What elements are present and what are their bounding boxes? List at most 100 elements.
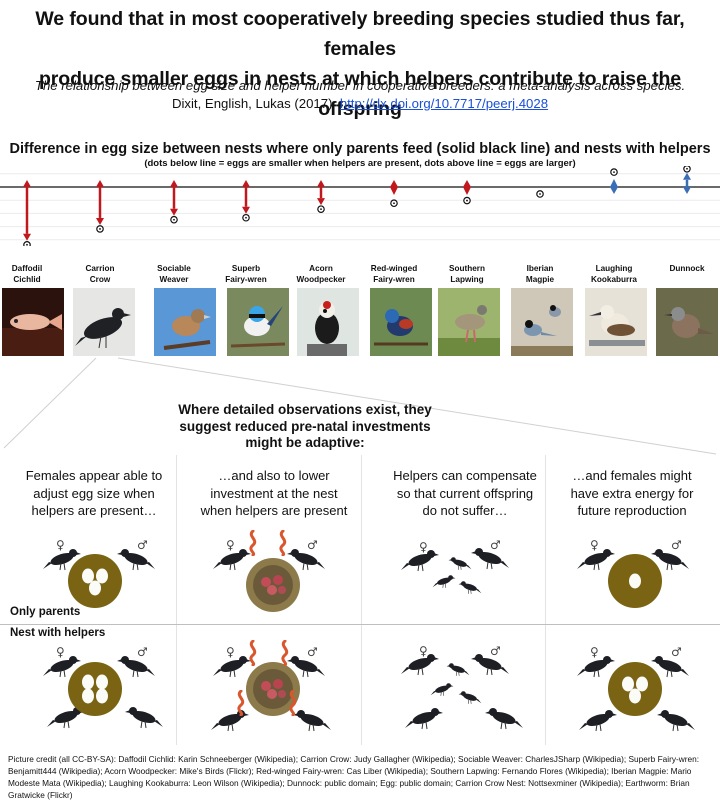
panel-3-line-1: Helpers can compensate	[393, 468, 537, 483]
panel-4-line-2: have extra energy for	[570, 485, 694, 501]
species-label: Acorn Woodpecker	[281, 263, 361, 285]
panel-divider	[361, 455, 362, 745]
species-label: Iberian Magpie	[500, 263, 580, 285]
panel-2-line-1: …and also to lower	[218, 468, 330, 483]
species-label: Sociable Weaver	[134, 263, 214, 285]
species-label: Red-winged Fairy-wren	[354, 263, 434, 285]
species-label-line-1: Daffodil	[11, 264, 43, 273]
species-label: Dunnock	[647, 263, 720, 274]
photo-laughing-kookaburra	[585, 288, 647, 356]
female-icon: ♀	[419, 540, 428, 554]
crow-icon	[446, 662, 470, 676]
crow-icon	[46, 705, 86, 729]
panel-2-line-3: when helpers are present	[200, 503, 348, 518]
male-icon: ♂	[671, 645, 682, 659]
female-icon: ♀	[226, 645, 235, 659]
female-icon: ♀	[226, 538, 235, 552]
citation-line: Dixit, English, Lukas (2017) http://dx.d…	[0, 96, 720, 111]
section-subtitle: (dots below line = eggs are smaller when…	[144, 158, 576, 169]
female-icon: ♀	[419, 644, 428, 658]
arrow-head	[610, 179, 618, 187]
crow-icon	[286, 547, 326, 571]
section-title: Difference in egg size between nests whe…	[9, 141, 711, 157]
doi-link[interactable]: http://dx.doi.org/10.7717/peerj.4028	[339, 96, 549, 111]
crow-icon	[404, 706, 444, 730]
crow-icon	[42, 547, 82, 571]
earthworm-icon	[276, 529, 290, 561]
photo-daffodil-cichlid	[2, 288, 64, 356]
crow-icon	[286, 654, 326, 678]
panel-divider	[545, 455, 546, 745]
crow-icon	[470, 546, 510, 570]
picture-credit: Picture credit (all CC-BY-SA): Daffodil …	[8, 754, 700, 800]
species-label-line-2: Woodpecker	[296, 275, 346, 284]
male-icon: ♂	[490, 538, 501, 552]
species-label-line-1: Acorn	[309, 264, 333, 273]
arrow-tail	[683, 187, 691, 194]
crow-icon	[210, 708, 250, 732]
male-icon: ♂	[671, 538, 682, 552]
species-label: Laughing Kookaburra	[574, 263, 654, 285]
photo-dunnock	[656, 288, 718, 356]
crow-icon	[576, 654, 616, 678]
headline-line-1: We found that in most cooperatively bree…	[35, 8, 685, 60]
earthworm-icon	[246, 529, 260, 561]
earthworm-icon	[234, 689, 248, 721]
crow-icon	[458, 580, 482, 594]
data-point-center	[245, 216, 247, 219]
species-label: Southern Lapwing	[427, 263, 507, 285]
male-icon: ♂	[307, 538, 318, 552]
nest-with-chicks	[244, 556, 302, 619]
adaptive-line-1: Where detailed observations exist, they	[178, 402, 432, 417]
connector-lines	[3, 357, 717, 455]
species-label-line-2: Magpie	[525, 275, 555, 284]
panel-4-line-3: future reproduction	[577, 503, 687, 518]
data-point-center	[686, 167, 688, 170]
crow-icon	[448, 556, 472, 570]
crow-icon	[116, 654, 156, 678]
arrow-tail	[463, 180, 471, 187]
panel-divider	[176, 455, 177, 745]
earthworm-icon	[286, 689, 300, 721]
species-label-line-2: Lapwing	[450, 275, 484, 284]
species-label-line-2: Weaver	[159, 275, 189, 284]
crow-icon	[124, 705, 164, 729]
photo-acorn-woodpecker	[297, 288, 359, 356]
crow-icon	[292, 708, 332, 732]
panel-1-line-2: adjust egg size when	[33, 485, 155, 501]
arrow-head	[317, 198, 325, 206]
data-point-center	[99, 228, 101, 230]
citation-title: The relationship between egg size and he…	[34, 78, 686, 93]
female-icon: ♀	[56, 645, 65, 659]
male-icon: ♂	[137, 538, 148, 552]
crow-icon	[578, 708, 618, 732]
egg-size-plot	[0, 166, 720, 246]
panel-3-line-2: so that current offspring	[396, 485, 534, 501]
photo-sociable-weaver	[154, 288, 216, 356]
crow-icon	[432, 574, 456, 588]
crow-icon	[484, 706, 524, 730]
photo-iberian-magpie	[511, 288, 573, 356]
species-label-line-2: Cichlid	[13, 275, 41, 284]
data-point	[23, 241, 31, 246]
crow-icon	[576, 547, 616, 571]
female-icon: ♀	[590, 538, 599, 552]
species-label-line-1: Southern	[449, 264, 485, 273]
crow-icon	[650, 654, 690, 678]
data-point-center	[26, 243, 28, 246]
arrow-head	[683, 172, 691, 180]
panel-2-line-2: investment at the nest	[210, 485, 338, 501]
crow-icon	[458, 690, 482, 704]
panel-text-4: …and females might have extra energy for…	[547, 467, 717, 520]
arrow-tail	[390, 180, 398, 187]
crow-icon	[400, 652, 440, 676]
adaptive-line-2: suggest reduced pre-natal investments	[179, 418, 431, 434]
panel-3-line-3: do not suffer…	[422, 503, 508, 518]
crow-icon	[212, 654, 252, 678]
species-label-line-1: Iberian	[526, 264, 554, 273]
crow-icon	[42, 654, 82, 678]
adaptive-statement: Where detailed observations exist, they …	[160, 402, 450, 452]
arrow-tail	[96, 180, 104, 187]
arrow-tail	[610, 187, 618, 194]
crow-icon	[656, 708, 696, 732]
